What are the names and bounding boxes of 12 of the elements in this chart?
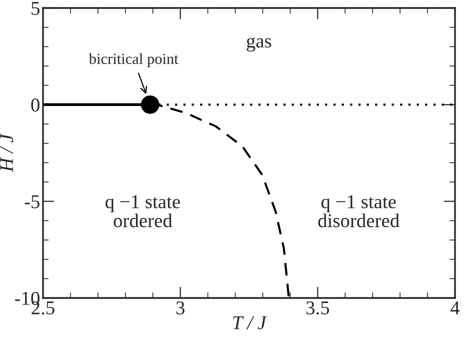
annotation: bicritical point <box>88 53 178 68</box>
y-tick-label: -5 <box>24 195 40 208</box>
y-axis-title: H / J <box>0 133 14 172</box>
y-tick-label: 0 <box>31 98 40 112</box>
annotation: q −1 state ordered <box>106 195 180 228</box>
x-tick-label: 4 <box>450 301 460 314</box>
x-axis-title: T / J <box>233 316 267 330</box>
annotation: gas <box>246 37 272 52</box>
annotation: q −1 state disordered <box>318 195 400 228</box>
x-tick-label: 3 <box>176 301 184 314</box>
y-tick-label: 5 <box>32 2 40 15</box>
x-tick-label: 3.5 <box>306 301 330 315</box>
